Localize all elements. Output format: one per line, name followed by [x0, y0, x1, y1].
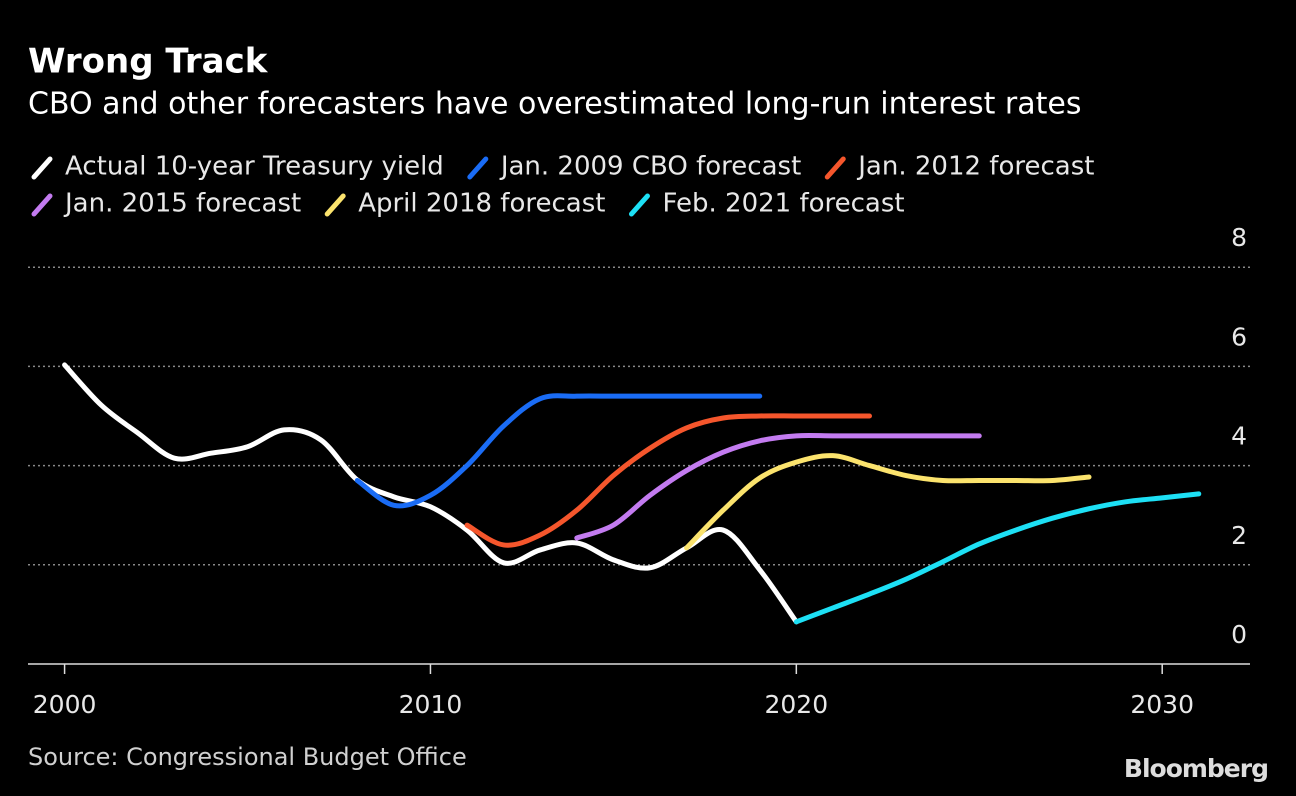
- chart-title: Wrong Track: [28, 42, 269, 82]
- series-line: [354, 393, 763, 509]
- y-tick-label: 4: [1231, 422, 1247, 451]
- logo: Bloomberg: [1124, 754, 1268, 783]
- y-tick-label: 8: [1231, 223, 1247, 252]
- series-line: [62, 362, 799, 625]
- legend-label: Jan. 2015 forecast: [63, 189, 301, 219]
- x-tick-label: 2020: [765, 690, 829, 719]
- legend-marker: [628, 193, 650, 217]
- y-tick-label: 2: [1231, 521, 1247, 550]
- x-tick-label: 2030: [1130, 690, 1194, 719]
- legend-label: Feb. 2021 forecast: [662, 189, 904, 219]
- y-tick-label: 6: [1231, 322, 1247, 351]
- legend-marker: [467, 156, 489, 180]
- series-line: [793, 491, 1202, 625]
- legend-label: Jan. 2012 forecast: [856, 152, 1094, 182]
- series-line: [574, 432, 982, 541]
- legend-marker: [31, 156, 53, 180]
- legend-marker: [824, 156, 846, 180]
- series-line: [684, 453, 1092, 551]
- legend-label: Actual 10-year Treasury yield: [65, 152, 444, 182]
- y-tick-label: 0: [1231, 620, 1247, 649]
- chart-subtitle: CBO and other forecasters have overestim…: [28, 87, 1082, 122]
- x-tick-label: 2000: [33, 690, 97, 719]
- legend-marker: [31, 193, 53, 217]
- legend-marker: [324, 193, 346, 217]
- legend-label: April 2018 forecast: [358, 189, 605, 219]
- x-tick-label: 2010: [399, 690, 463, 719]
- legend-label: Jan. 2009 CBO forecast: [499, 152, 801, 182]
- series-line: [464, 413, 872, 548]
- source: Source: Congressional Budget Office: [28, 743, 467, 771]
